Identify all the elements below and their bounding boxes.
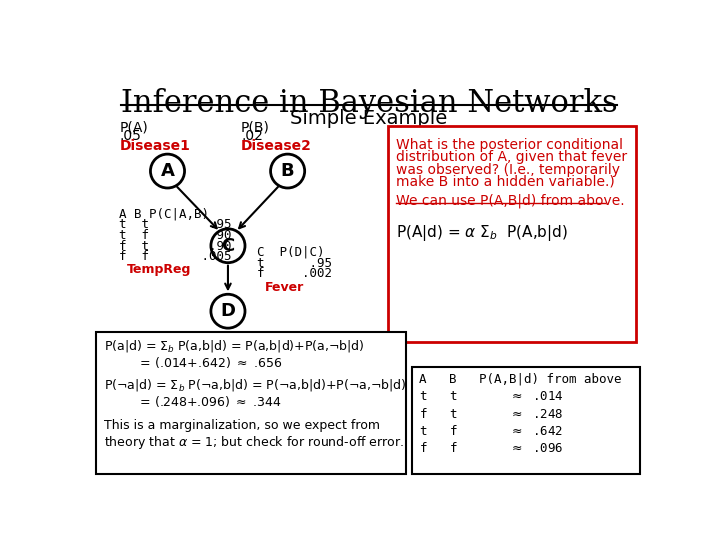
Text: C  P(D|C): C P(D|C) [256, 246, 324, 259]
Text: .02: .02 [241, 130, 263, 144]
Text: P(a|d) = $\Sigma$$_b$ P(a,b|d) = P(a,b|d)+P(a,$\neg$b|d): P(a|d) = $\Sigma$$_b$ P(a,b|d) = P(a,b|d… [104, 338, 365, 354]
Text: P($\neg$a|d) = $\Sigma$$_b$ P($\neg$a,b|d) = P($\neg$a,b|d)+P($\neg$a,$\neg$b|d): P($\neg$a|d) = $\Sigma$$_b$ P($\neg$a,b|… [104, 377, 407, 393]
Text: P(B): P(B) [241, 120, 270, 134]
Text: Disease1: Disease1 [120, 139, 190, 153]
Text: t   f       $\approx$ .642: t f $\approx$ .642 [419, 423, 564, 437]
Text: .05: .05 [120, 130, 141, 144]
Text: = (.248+.096) $\approx$ .344: = (.248+.096) $\approx$ .344 [104, 394, 282, 409]
Text: This is a marginalization, so we expect from: This is a marginalization, so we expect … [104, 419, 380, 432]
FancyBboxPatch shape [412, 367, 640, 475]
Text: What is the posterior conditional: What is the posterior conditional [396, 138, 623, 152]
Text: A: A [161, 162, 174, 180]
Text: t  t        .95: t t .95 [120, 218, 232, 231]
Text: A B P(C|A,B): A B P(C|A,B) [120, 207, 210, 220]
FancyBboxPatch shape [96, 332, 406, 475]
Text: f     .002: f .002 [256, 267, 332, 280]
Text: f  f       .005: f f .005 [120, 251, 232, 264]
FancyBboxPatch shape [388, 126, 636, 342]
Text: theory that $\alpha$ = 1; but check for round-off error.: theory that $\alpha$ = 1; but check for … [104, 434, 404, 451]
Text: TempReg: TempReg [127, 262, 192, 276]
Text: B: B [281, 162, 294, 180]
Text: f  t        .90: f t .90 [120, 240, 232, 253]
Text: A   B   P(A,B|d) from above: A B P(A,B|d) from above [419, 373, 622, 386]
Text: P(A|d) = $\alpha$ $\Sigma$$_b$  P(A,b|d): P(A|d) = $\alpha$ $\Sigma$$_b$ P(A,b|d) [396, 222, 568, 242]
Text: t   t       $\approx$ .014: t t $\approx$ .014 [419, 390, 564, 403]
Text: t      .95: t .95 [256, 256, 332, 269]
Text: t  f        .90: t f .90 [120, 229, 232, 242]
Text: P(A): P(A) [120, 120, 148, 134]
Text: C: C [221, 237, 235, 255]
Text: f   t       $\approx$ .248: f t $\approx$ .248 [419, 407, 564, 421]
Text: Inference in Bayesian Networks: Inference in Bayesian Networks [121, 88, 617, 119]
Text: distribution of A, given that fever: distribution of A, given that fever [396, 150, 627, 164]
Text: make B into a hidden variable.): make B into a hidden variable.) [396, 175, 615, 189]
Text: Simple Example: Simple Example [290, 110, 448, 129]
Text: f   f       $\approx$ .096: f f $\approx$ .096 [419, 441, 564, 455]
Text: We can use P(A,B|d) from above.: We can use P(A,B|d) from above. [396, 193, 625, 208]
Text: D: D [220, 302, 235, 320]
Text: Fever: Fever [264, 281, 304, 294]
Text: = (.014+.642) $\approx$ .656: = (.014+.642) $\approx$ .656 [104, 355, 282, 370]
Text: was observed? (I.e., temporarily: was observed? (I.e., temporarily [396, 163, 620, 177]
Text: Disease2: Disease2 [241, 139, 312, 153]
